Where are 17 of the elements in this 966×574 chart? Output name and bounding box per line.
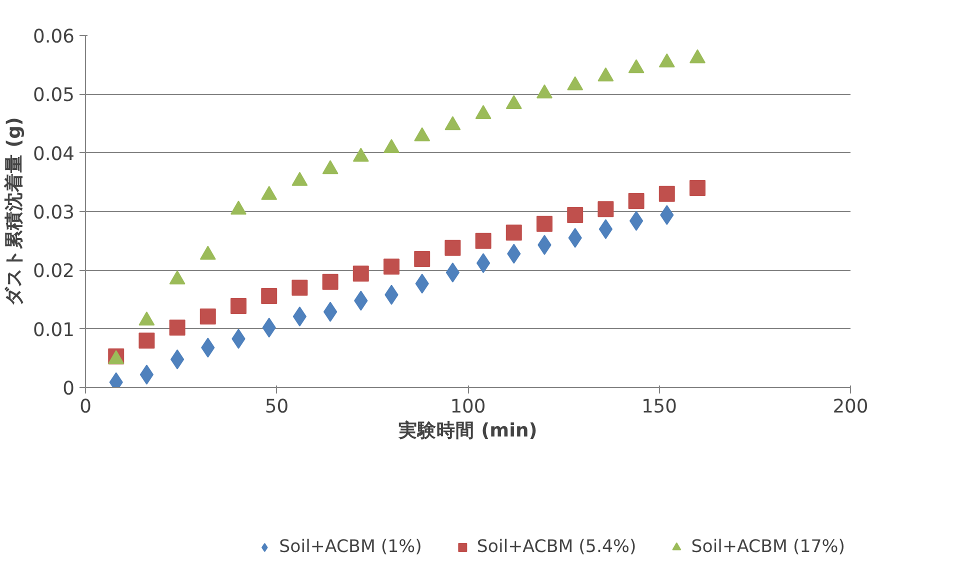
legend-label: Soil+ACBM (5.4%)	[476, 537, 636, 557]
y-axis-title: ダスト累積沈着量 (g)	[2, 117, 25, 306]
y-tick-label: 0.06	[32, 26, 75, 48]
x-tick-label: 0	[80, 396, 92, 418]
x-tick-label: 150	[641, 396, 678, 418]
y-tick-label: 0.03	[32, 202, 75, 224]
y-tick-label: 0.02	[32, 261, 75, 282]
y-tick-label: 0	[62, 378, 75, 400]
legend-label: Soil+ACBM (17%)	[691, 537, 845, 557]
y-tick-label: 0.05	[32, 85, 75, 106]
x-tick-label: 200	[832, 396, 868, 418]
legend-label: Soil+ACBM (1%)	[279, 537, 422, 557]
x-tick-label: 50	[264, 396, 289, 418]
x-tick-label: 100	[450, 396, 486, 418]
x-axis-title: 実験時間 (min)	[398, 420, 538, 442]
y-tick-label: 0.01	[32, 320, 75, 341]
y-tick-label: 0.04	[32, 144, 75, 165]
